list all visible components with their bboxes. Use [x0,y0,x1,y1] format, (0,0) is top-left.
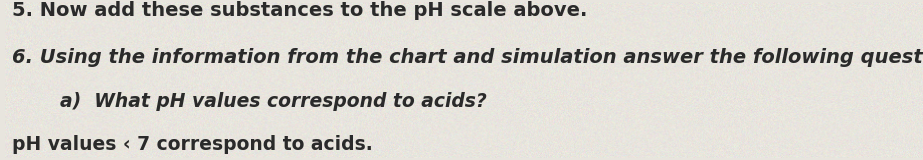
Text: a)  What pH values correspond to acids?: a) What pH values correspond to acids? [60,92,486,111]
Text: 6. Using the information from the chart and simulation answer the following ques: 6. Using the information from the chart … [12,48,923,68]
Text: 5. Now add these substances to the pH scale above.: 5. Now add these substances to the pH sc… [12,1,587,20]
Text: pH values ‹ 7 correspond to acids.: pH values ‹ 7 correspond to acids. [12,135,373,154]
